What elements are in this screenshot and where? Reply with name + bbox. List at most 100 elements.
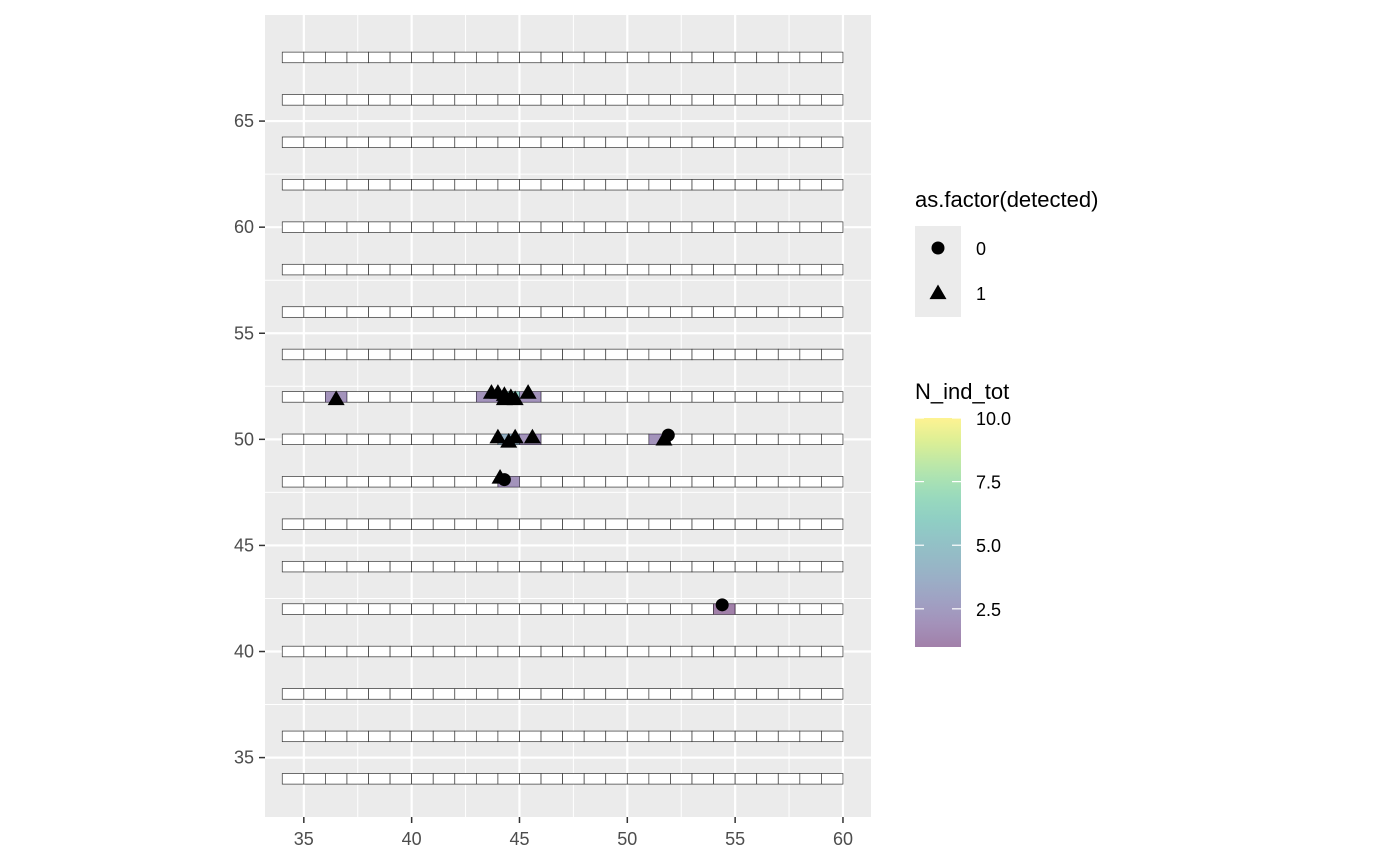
grid-cell [303,94,326,106]
grid-cell [303,773,326,785]
y-tick-label: 45 [234,535,254,555]
grid-cell [475,306,499,318]
grid-cell [734,391,758,403]
grid-cell [756,433,779,445]
grid-cell [432,179,456,191]
grid-cell [519,51,542,64]
grid-cell [670,51,693,64]
grid-cell [346,688,369,700]
grid-cell [821,518,844,530]
grid-cell [562,306,585,318]
grid-cell [583,391,607,403]
grid-cell [821,433,844,445]
grid-cell [303,348,326,361]
grid-cell [303,221,326,233]
grid-cell [303,433,326,445]
grid-cell [432,391,456,403]
grid-cell [821,730,844,743]
grid-cell [777,348,801,361]
grid-cell [648,51,671,64]
grid-cell [454,688,477,700]
grid-cell [368,348,391,361]
grid-cell [648,476,671,488]
grid-cell [799,263,822,276]
x-tick-label: 45 [509,829,529,849]
grid-cell [540,433,563,445]
grid-cell [325,179,348,191]
grid-cell [562,348,585,361]
data-point [495,390,513,406]
grid-cell [648,688,671,700]
grid-cell [475,688,499,700]
grid-cell [540,306,563,318]
grid-cell [691,773,714,785]
grid-cell [777,221,801,233]
grid-cell [325,730,348,743]
grid-cell [411,773,434,785]
grid-cell [670,179,693,191]
grid-cell [325,688,348,700]
grid-cell [432,263,456,276]
grid-cell [691,645,714,658]
grid-cell [475,221,499,233]
grid-cell [346,51,369,64]
grid-cell [346,221,369,233]
grid-cell [432,773,456,785]
grid-cell [605,603,628,615]
grid-cell [799,476,822,488]
grid-cell [389,94,412,106]
grid-cell [303,688,326,700]
grid-cell [368,645,391,658]
grid-cell [583,433,607,445]
grid-cell [777,433,801,445]
grid-cell [799,51,822,64]
grid-cell [777,518,801,530]
grid-cell [605,136,628,148]
grid-cell [799,306,822,318]
grid-cell [540,560,563,573]
grid-cell [497,560,520,573]
grid-cell [281,136,305,148]
grid-cell [756,688,779,700]
grid-cell [540,688,563,700]
plot-panel [265,15,871,817]
grid-cell [519,221,542,233]
grid-cell [389,263,412,276]
grid-cell [583,560,607,573]
grid-cell [691,51,714,64]
grid-cell [583,645,607,658]
grid-cell [734,518,758,530]
grid-cell [303,476,326,488]
grid-cell [670,306,693,318]
grid-cell [281,730,305,743]
grid-cell [411,603,434,615]
grid-cell [411,221,434,233]
grid-cell [432,688,456,700]
grid-cell [475,730,499,743]
grid-cell [583,136,607,148]
grid-cell [713,179,736,191]
grid-cell [411,348,434,361]
grid-cell [454,306,477,318]
grid-cell [626,306,650,318]
grid-cell [626,136,650,148]
grid-cell [691,518,714,530]
grid-cell [626,433,650,445]
grid-cell [346,560,369,573]
grid-cell [389,306,412,318]
grid-cell [626,348,650,361]
grid-cell [540,603,563,615]
grid-cell [368,179,391,191]
grid-cell [626,391,650,403]
grid-cell [325,348,348,361]
grid-cell [281,306,305,318]
grid-cell [303,136,326,148]
grid-cell [519,94,542,106]
grid-cell [368,688,391,700]
grid-cell [389,433,412,445]
grid-cell [497,603,520,615]
grid-cell [799,221,822,233]
colorbar-tick-label: 7.5 [976,473,1001,493]
grid-cell [411,51,434,64]
grid-cell [540,136,563,148]
